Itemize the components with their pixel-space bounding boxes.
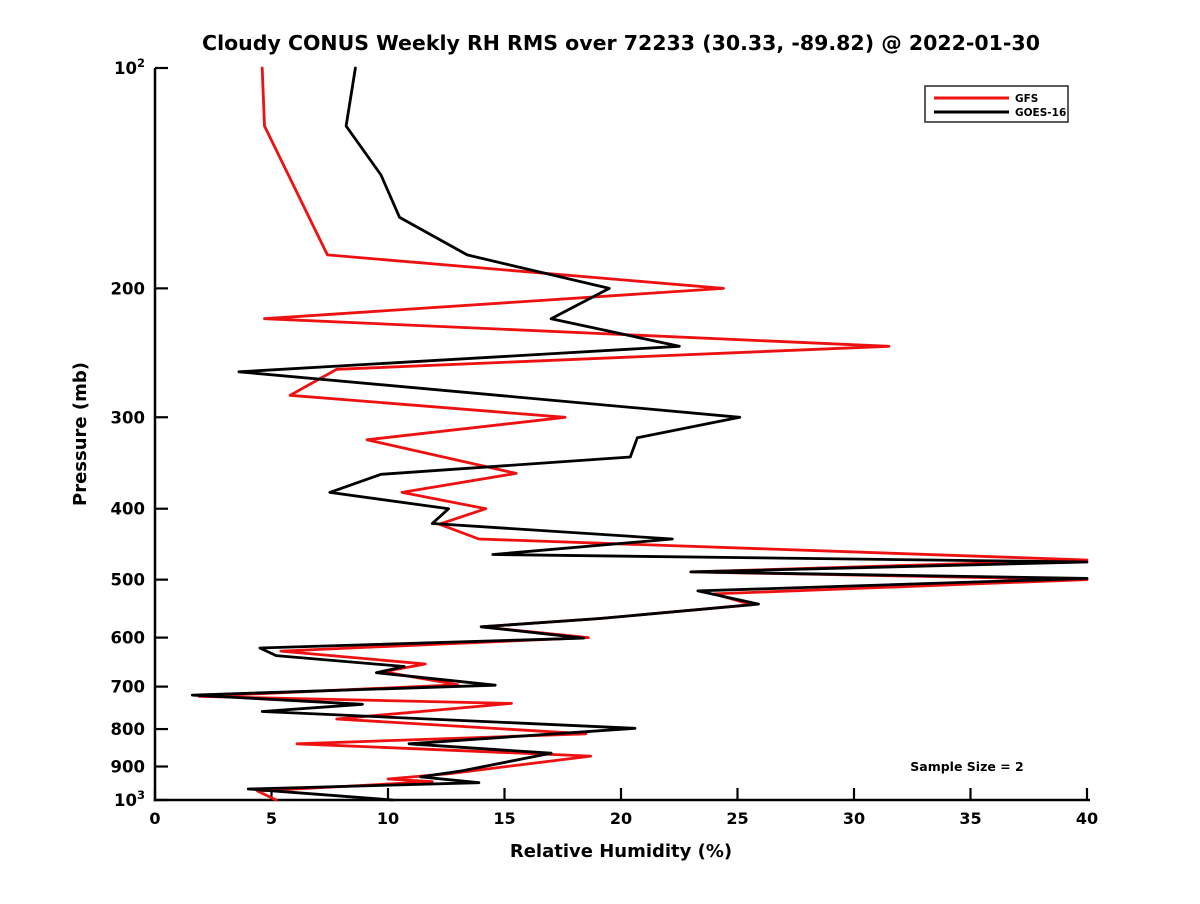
y-tick-label: 600 (111, 629, 145, 648)
x-axis-label: Relative Humidity (%) (510, 841, 732, 862)
axes-layer: 0 5 10 15 20 25 30 35 40 102 200 300 400 500 600 700 800… (111, 56, 1099, 828)
goes16-line (190, 66, 1089, 802)
y-tick-label: 102 (114, 56, 145, 78)
x-tick-label: 0 (149, 809, 160, 828)
y-tick-label: 400 (111, 500, 145, 519)
y-tick-label: 300 (111, 408, 145, 427)
y-axis-label: Pressure (mb) (70, 362, 91, 506)
x-tick-label: 5 (266, 809, 277, 828)
x-tick-label: 40 (1076, 809, 1098, 828)
sample-size-annotation: Sample Size = 2 (910, 759, 1023, 774)
x-tick-label: 30 (843, 809, 865, 828)
legend-label-gfs: GFS (1015, 93, 1038, 105)
legend-label-goes16: GOES-16 (1015, 107, 1066, 119)
y-tick-label: 900 (111, 758, 145, 777)
y-tick-label: 200 (111, 279, 145, 298)
x-tick-label: 15 (493, 809, 515, 828)
x-tick-label: 35 (959, 809, 981, 828)
x-tick-label: 25 (726, 809, 748, 828)
y-tick-label: 800 (111, 720, 145, 739)
y-tick-label: 103 (114, 788, 145, 810)
chart-title: Cloudy CONUS Weekly RH RMS over 72233 (3… (202, 31, 1040, 55)
y-tick-label: 700 (111, 678, 145, 697)
x-tick-label: 10 (377, 809, 399, 828)
legend-frame (924, 85, 1069, 123)
series-layer (190, 66, 1089, 802)
x-tick-label: 20 (610, 809, 632, 828)
legend-box: GFS GOES-16 (924, 85, 1069, 123)
y-tick-label: 500 (111, 571, 145, 590)
